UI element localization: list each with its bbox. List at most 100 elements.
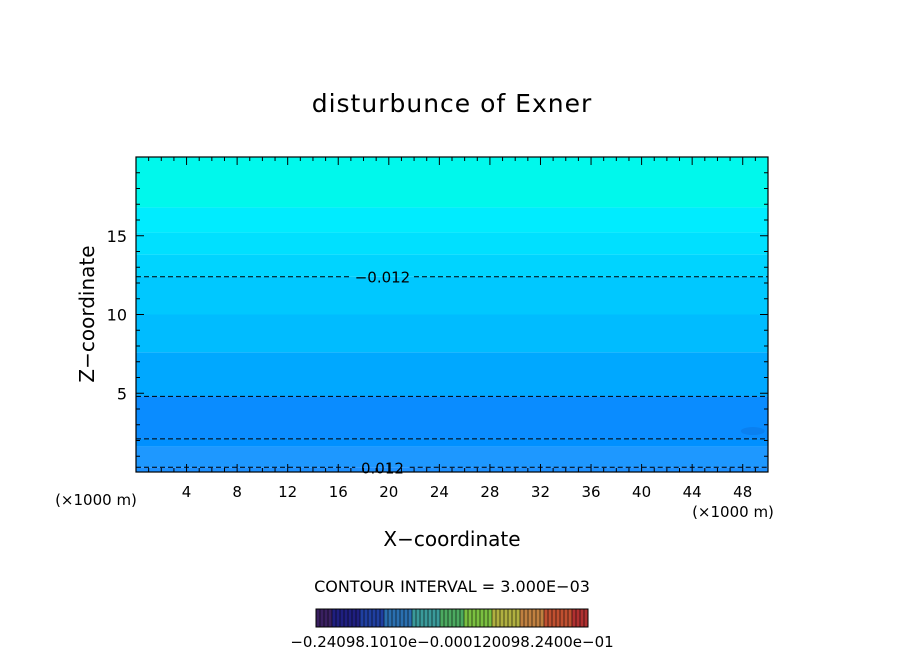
colorbar-cell-29 [432, 609, 436, 627]
plot-area [136, 157, 768, 472]
colorbar-cell-62 [564, 609, 568, 627]
fill-band-5 [136, 314, 768, 353]
colorbar-cell-5 [336, 609, 340, 627]
x-tick-label-24: 24 [430, 483, 449, 501]
colorbar-cell-32 [444, 609, 448, 627]
colorbar-cell-59 [552, 609, 556, 627]
colorbar-cell-30 [436, 609, 440, 627]
x-tick-label-40: 40 [632, 483, 651, 501]
colorbar-cell-23 [408, 609, 412, 627]
colorbar-cell-40 [476, 609, 480, 627]
colorbar-cell-28 [428, 609, 432, 627]
colorbar-cell-13 [368, 609, 372, 627]
x-tick-label-36: 36 [581, 483, 600, 501]
x-tick-label-44: 44 [683, 483, 702, 501]
colorbar-cell-67 [584, 609, 588, 627]
colorbar-cell-37 [464, 609, 468, 627]
colorbar-cell-15 [376, 609, 380, 627]
colorbar-cell-60 [556, 609, 560, 627]
colorbar-cell-4 [332, 609, 336, 627]
colorbar-cell-47 [504, 609, 508, 627]
colorbar-cell-39 [472, 609, 476, 627]
colorbar-cell-31 [440, 609, 444, 627]
colorbar-cell-26 [420, 609, 424, 627]
fill-band-2 [136, 438, 768, 447]
colorbar-frame [315, 608, 589, 628]
colorbar-cell-41 [480, 609, 484, 627]
colorbar-cell-61 [560, 609, 564, 627]
fill-band-10 [136, 157, 768, 208]
x-tick-label-20: 20 [379, 483, 398, 501]
colorbar-cell-54 [532, 609, 536, 627]
x-tick-label-48: 48 [733, 483, 752, 501]
colorbar-cell-14 [372, 609, 376, 627]
colorbar-cell-21 [400, 609, 404, 627]
fill-band-3 [136, 396, 768, 439]
colorbar-cell-35 [456, 609, 460, 627]
colorbar-cell-0 [316, 609, 320, 627]
colorbar-cell-42 [484, 609, 488, 627]
colorbar-cell-17 [384, 609, 388, 627]
x-tick-label-28: 28 [480, 483, 499, 501]
colorbar-cell-38 [468, 609, 472, 627]
contour-label-0: −0.012 [355, 269, 411, 287]
colorbar-cell-53 [528, 609, 532, 627]
y-axis-label: Z−coordinate [75, 245, 99, 382]
colorbar-cell-56 [540, 609, 544, 627]
x-axis-ticks: 4 8 12 16 20 24 28 32 36 40 44 48 [148, 157, 756, 501]
fill-band-8 [136, 232, 768, 255]
colorbar-cell-11 [360, 609, 364, 627]
fill-band-4 [136, 352, 768, 397]
y-tick-label-15: 15 [107, 227, 127, 246]
colorbar-cell-57 [544, 609, 548, 627]
contour-interval-text: CONTOUR INTERVAL = 3.000E−03 [314, 577, 590, 596]
colorbar-cell-3 [328, 609, 332, 627]
x-tick-label-8: 8 [232, 483, 242, 501]
colorbar-cell-19 [392, 609, 396, 627]
x-tick-label-12: 12 [278, 483, 297, 501]
x-unit-right: (×1000 m) [692, 503, 774, 521]
colorbar-cell-16 [380, 609, 384, 627]
colorbar [315, 608, 589, 628]
fill-blob [740, 427, 765, 436]
colorbar-cell-9 [352, 609, 356, 627]
colorbar-cell-34 [452, 609, 456, 627]
colorbar-cell-7 [344, 609, 348, 627]
colorbar-cell-22 [404, 609, 408, 627]
fill-band-9 [136, 207, 768, 233]
colorbar-cell-50 [516, 609, 520, 627]
colorbar-cell-65 [576, 609, 580, 627]
colorbar-cell-43 [488, 609, 492, 627]
colorbar-cell-18 [388, 609, 392, 627]
colorbar-cell-12 [364, 609, 368, 627]
colorbar-cell-33 [448, 609, 452, 627]
y-tick-label-10: 10 [107, 306, 127, 325]
colorbar-cell-48 [508, 609, 512, 627]
x-tick-label-16: 16 [329, 483, 348, 501]
colorbar-cell-24 [412, 609, 416, 627]
colorbar-cell-51 [520, 609, 524, 627]
colorbar-labels: −0.24098.1010e−0.000120098.2400e−01 [290, 633, 613, 651]
colorbar-cell-2 [324, 609, 328, 627]
colorbar-cell-58 [548, 609, 552, 627]
colorbar-cell-46 [500, 609, 504, 627]
colorbar-cell-36 [460, 609, 464, 627]
colorbar-cell-64 [572, 609, 576, 627]
colorbar-cell-27 [424, 609, 428, 627]
fill-band-6 [136, 276, 768, 315]
colorbar-cell-6 [340, 609, 344, 627]
x-tick-label-32: 32 [531, 483, 550, 501]
fill-band-7 [136, 254, 768, 277]
fill-band-1 [136, 446, 768, 468]
colorbar-cell-49 [512, 609, 516, 627]
x-axis-label: X−coordinate [383, 527, 520, 551]
colorbar-cell-25 [416, 609, 420, 627]
colorbar-cell-10 [356, 609, 360, 627]
contour-lines: −0.012 0.012 [136, 269, 768, 477]
colorbar-cell-66 [580, 609, 584, 627]
y-axis-ticks: 5 10 15 [107, 172, 768, 457]
colorbar-cell-45 [496, 609, 500, 627]
chart-title: disturbunce of Exner [312, 89, 593, 118]
x-tick-label-4: 4 [182, 483, 192, 501]
